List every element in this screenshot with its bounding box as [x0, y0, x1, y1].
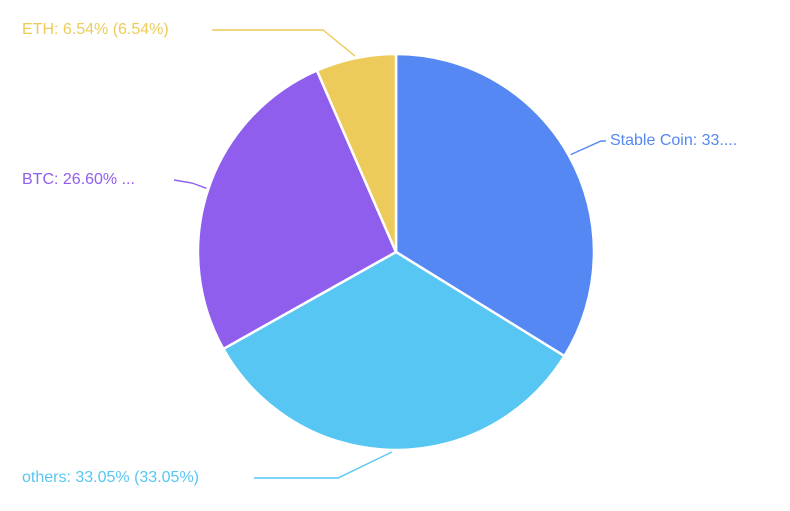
leader-line-stable-coin — [570, 140, 606, 156]
leader-line-others — [254, 451, 393, 479]
pie-slice-eth[interactable] — [315, 52, 398, 254]
leader-line-btc — [173, 179, 207, 189]
leader-lines-layer — [173, 29, 606, 479]
slices-layer — [196, 52, 596, 452]
pie-slice-stable-coin[interactable] — [394, 52, 596, 358]
labels-layer: Stable Coin: 33.... others: 33.05% (33.05… — [22, 21, 737, 486]
leader-line-eth — [212, 29, 356, 57]
slice-label-others: others: 33.05% (33.05%) — [22, 469, 199, 486]
slice-label-stable-coin: Stable Coin: 33.... — [610, 132, 737, 149]
slice-label-eth: ETH: 6.54% (6.54%) — [22, 21, 169, 38]
slice-label-btc: BTC: 26.60% ... — [22, 171, 135, 188]
